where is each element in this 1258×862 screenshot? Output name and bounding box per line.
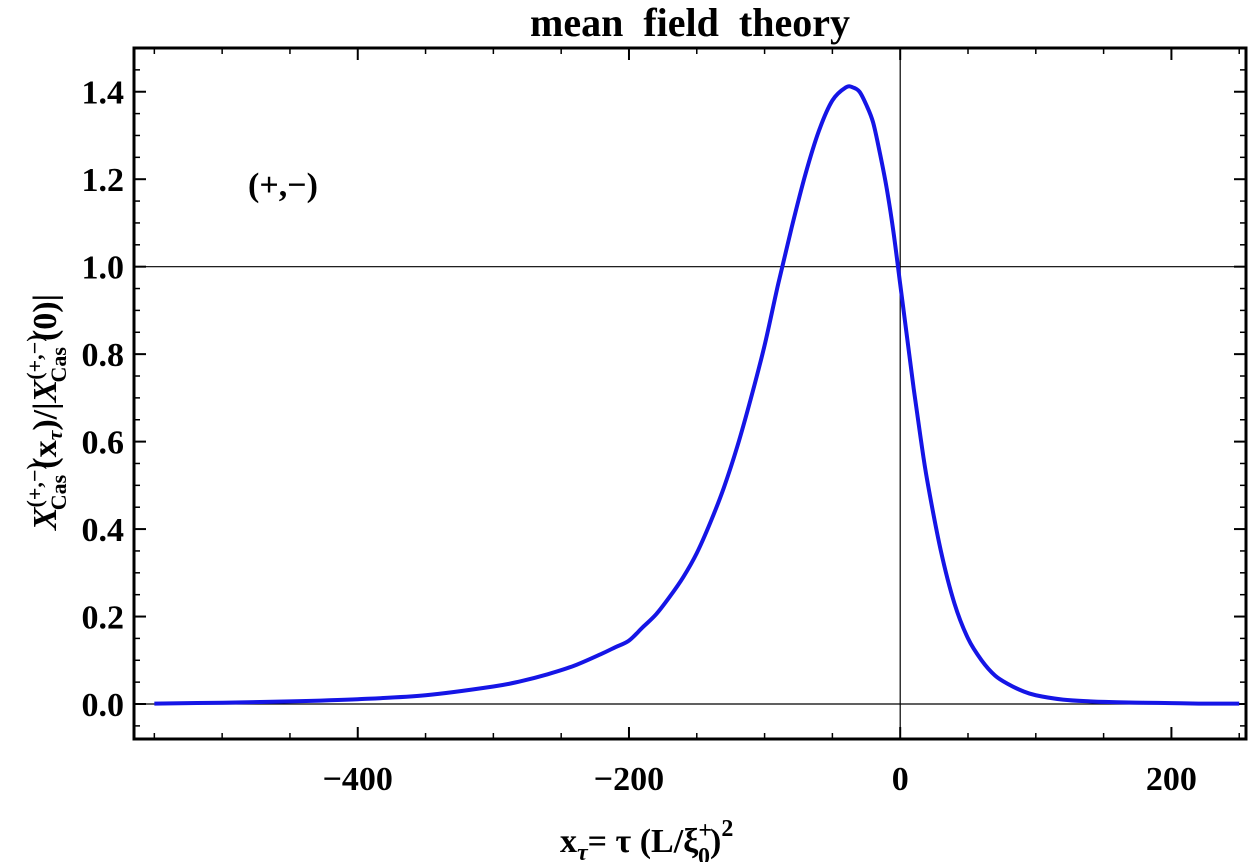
series-annotation: (+,−): [248, 167, 318, 204]
y-axis-label-cas2: Cas: [46, 347, 71, 383]
x-axis-label-square: 2: [721, 816, 733, 842]
x-axis-label-close: ): [710, 823, 721, 860]
x-axis-label-xi-sup: +: [698, 818, 712, 844]
x-axis-label-xi-sub: 0: [698, 844, 710, 862]
y-tick-label: 0.4: [82, 512, 125, 549]
reference-lines: [134, 48, 1246, 739]
x-axis-label-eq: = τ (L/ξ: [588, 823, 699, 860]
y-axis-label-tail: (0)|: [27, 294, 64, 341]
y-tick-label: 0.0: [82, 687, 125, 724]
y-tick-label: 0.6: [82, 425, 125, 462]
y-axis-label-tau: τ: [42, 429, 67, 440]
y-axis-label-sup1: (+,−): [22, 462, 47, 507]
x-tick-label: 0: [892, 761, 909, 798]
y-axis-label-arg: (x: [27, 440, 64, 468]
y-axis-label: X(+,−)Cas(xτ)/|X(+,−)Cas(0)|: [22, 294, 71, 531]
y-axis-label-X2: X: [27, 378, 64, 403]
x-axis-label-tau-sub: τ: [577, 840, 589, 862]
y-tick-label: 1.2: [82, 162, 125, 199]
y-axis-label-sup2: (+,−): [22, 334, 47, 379]
y-tick-label: 1.0: [82, 250, 125, 287]
y-axis-label-cas1: Cas: [46, 474, 71, 510]
x-tick-label: 200: [1146, 761, 1197, 798]
series-line: [154, 84, 1240, 706]
y-axis-label-close: )/|: [27, 402, 64, 430]
series-layer: [154, 84, 1240, 706]
plot-frame: [132, 46, 1248, 741]
y-axis-label-X1: X: [27, 506, 64, 531]
x-axis-label: xτ= τ (L/ξ+ 0)2: [560, 816, 733, 862]
x-axis-label-x: x: [560, 823, 577, 860]
chart-title: mean field theory: [530, 0, 850, 45]
tick-labels: −400 −200 0 200 0.0 0.2 0.4 0.6 0.8 1.0 1.2 1.4: [82, 75, 1197, 798]
plot-frame-layer: [132, 46, 1248, 741]
y-tick-label: 0.2: [82, 600, 125, 637]
y-tick-label: 1.4: [82, 75, 125, 112]
x-tick-label: −200: [594, 761, 664, 798]
tick-marks: [134, 48, 1246, 739]
y-tick-label: 0.8: [82, 337, 125, 374]
x-tick-label: −400: [323, 761, 393, 798]
